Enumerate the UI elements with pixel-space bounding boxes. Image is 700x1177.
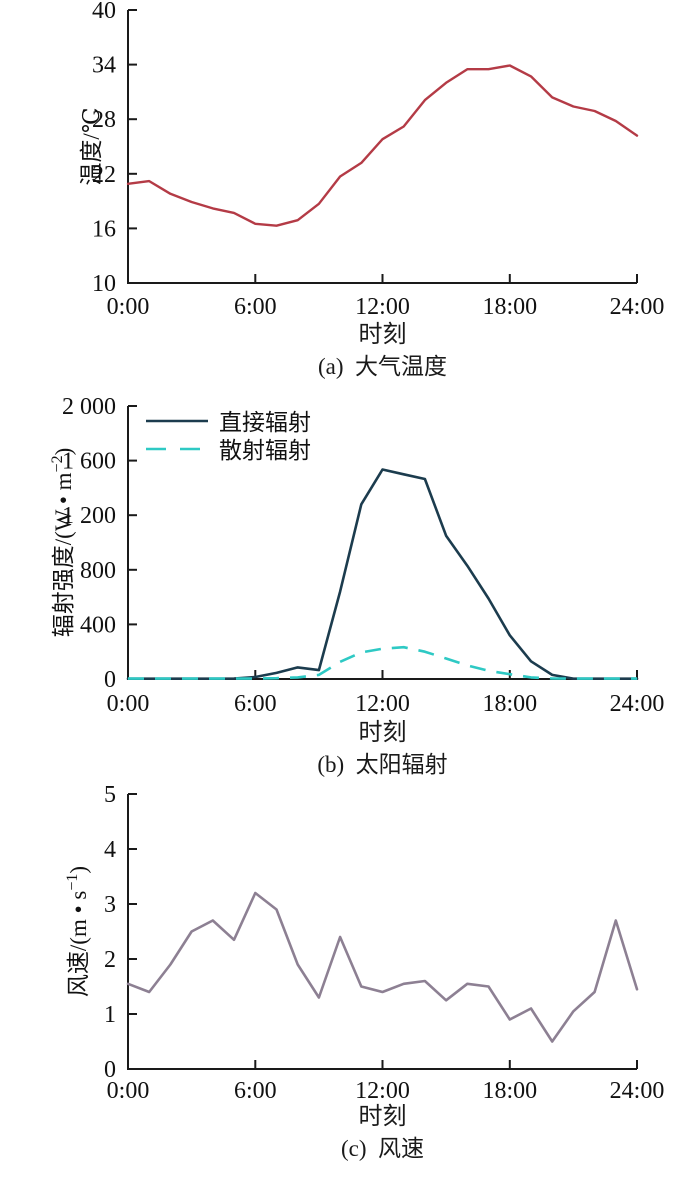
air-temperature-y-tick-label: 22 <box>92 162 116 188</box>
solar-radiation-y-tick-label: 800 <box>80 558 116 584</box>
air-temperature-x-tick-label: 24:00 <box>610 294 665 320</box>
solar-radiation-y-axis-label: 辐射强度/(W • m−2) <box>49 448 76 638</box>
radiation-x-axis-label: 时刻 <box>358 720 407 746</box>
temperature-x-axis-label: 时刻 <box>358 322 407 348</box>
wind-speed-y-tick-label: 3 <box>104 892 116 918</box>
wind-chart-plot: 0 1 2 3 4 5 0:00 6:00 12:00 18:00 24:00 风速/(m • s−1… <box>64 786 665 1104</box>
air-temperature-x-tick-label: 0:00 <box>107 294 150 320</box>
solar-radiation-series-line <box>126 468 639 681</box>
wind-speed-x-tick-label: 24:00 <box>610 1078 665 1104</box>
air-temperature-x-tick-label: 6:00 <box>234 294 277 320</box>
solar-radiation-y-tick-label: 400 <box>80 612 116 638</box>
wind-speed-y-tick-label: 4 <box>104 837 116 863</box>
solar-radiation-x-tick-label: 0:00 <box>107 691 150 717</box>
solar-radiation-y-tick-label: 1 200 <box>62 503 116 529</box>
wind-speed-y-axis-label: 风速/(m • s−1) <box>64 866 91 997</box>
solar-radiation-x-tick-label: 12:00 <box>355 691 410 717</box>
wind-speed-series-line <box>126 891 639 1043</box>
solar-radiation-x-tick-label: 18:00 <box>482 691 537 717</box>
solar-radiation-axes <box>127 406 637 680</box>
air-temperature-y-tick-label: 40 <box>92 0 116 24</box>
temperature-chart-plot: 10 16 22 28 34 40 0:00 6:00 12:00 18:00 24:00 温度/℃ <box>79 0 665 320</box>
wind-speed-x-tick-label: 0:00 <box>107 1078 150 1104</box>
solar-radiation-x-tick-label: 6:00 <box>234 691 277 717</box>
air-temperature-x-tick-label: 12:00 <box>355 294 410 320</box>
solar-radiation-legend-label-0: 直接辐射 <box>219 410 311 435</box>
chart-b-radiation-block: 0 400 800 1 200 1 600 2 000 0:00 6:00 12:00 18:00… <box>0 388 700 786</box>
wind-speed-y-tick-label: 5 <box>104 786 116 808</box>
radiation-chart-plot: 0 400 800 1 200 1 600 2 000 0:00 6:00 12:00 18:00… <box>49 394 665 717</box>
wind-speed-y-tick-label: 2 <box>104 947 116 973</box>
solar-radiation-y-tick-label: 2 000 <box>62 394 116 420</box>
air-temperature-y-axis-label: 温度/℃ <box>79 107 104 185</box>
wind-speed-x-tick-label: 12:00 <box>355 1078 410 1104</box>
radiation-chart-caption: (b) 太阳辐射 <box>317 752 448 777</box>
air-temperature-y-tick-label: 28 <box>92 107 116 133</box>
wind-speed-y-tick-label: 0 <box>104 1057 116 1083</box>
solar-radiation-series-line <box>128 645 637 680</box>
solar-radiation-y-tick-label: 1 600 <box>62 449 116 475</box>
chart-c-wind-block: 0 1 2 3 4 5 0:00 6:00 12:00 18:00 24:00 风速/(m • s−1… <box>0 786 700 1170</box>
air-temperature-y-tick-label: 34 <box>92 53 116 79</box>
solar-radiation-x-tick-label: 24:00 <box>610 691 665 717</box>
air-temperature-y-tick-label: 16 <box>92 216 116 242</box>
chart-a-temperature-block: 10 16 22 28 34 40 0:00 6:00 12:00 18:00 24:00 温度/℃ … <box>0 0 700 388</box>
air-temperature-y-tick-label: 10 <box>92 271 116 297</box>
air-temperature-series-line <box>126 64 639 227</box>
wind-chart-caption: (c) 风速 <box>340 1136 425 1161</box>
wind-speed-x-tick-label: 6:00 <box>234 1078 277 1104</box>
solar-radiation-legend-label-1: 散射辐射 <box>219 438 311 463</box>
solar-radiation-y-tick-label: 0 <box>104 667 116 693</box>
air-temperature-axes <box>127 10 637 284</box>
wind-x-axis-label: 时刻 <box>358 1104 407 1130</box>
wind-speed-y-tick-label: 1 <box>104 1002 116 1028</box>
air-temperature-x-tick-label: 18:00 <box>482 294 537 320</box>
temperature-chart-caption: (a) 大气温度 <box>317 354 448 379</box>
wind-speed-x-tick-label: 18:00 <box>482 1078 537 1104</box>
